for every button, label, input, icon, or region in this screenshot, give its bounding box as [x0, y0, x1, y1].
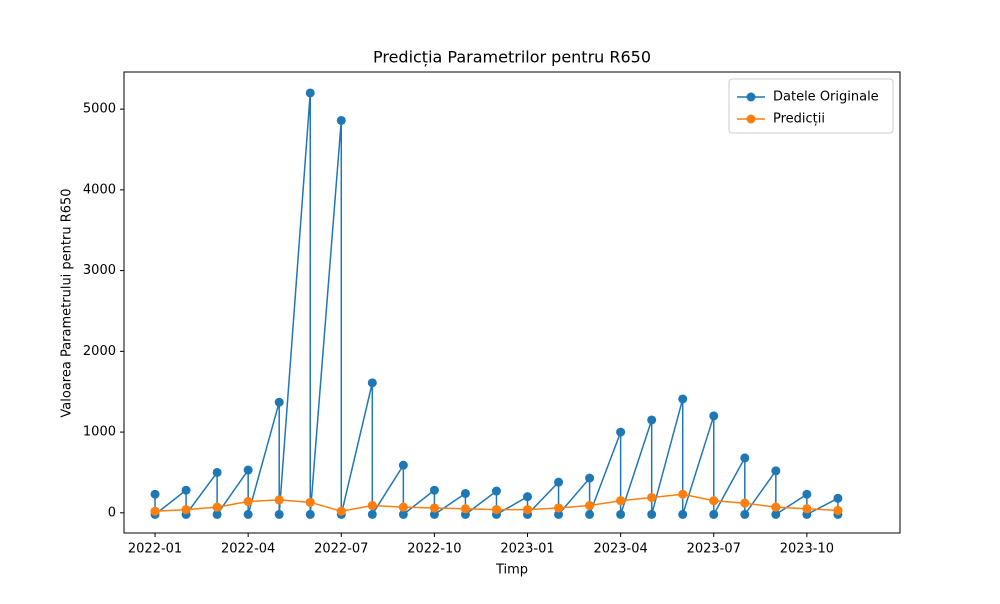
data-point [212, 509, 222, 519]
legend-marker [746, 92, 756, 102]
data-point [367, 378, 377, 388]
data-point [523, 505, 533, 515]
x-tick-label: 2022-10 [407, 542, 461, 557]
data-point [367, 501, 377, 511]
data-point [150, 489, 160, 499]
data-point [616, 427, 626, 437]
x-tick-label: 2023-04 [593, 542, 647, 557]
legend-label: Predicții [773, 112, 825, 127]
data-point [709, 509, 719, 519]
series-line [154, 92, 839, 518]
data-point [709, 496, 719, 506]
x-tick-label: 2022-07 [314, 542, 368, 557]
data-point [554, 509, 564, 519]
data-point [709, 411, 719, 421]
plot-frame [123, 71, 901, 534]
data-point [150, 506, 160, 516]
data-point [616, 496, 626, 506]
data-point [523, 492, 533, 502]
data-point [585, 509, 595, 519]
data-point [740, 453, 750, 463]
data-point [398, 460, 408, 470]
data-point [305, 509, 315, 519]
data-point [678, 489, 688, 499]
x-axis-label: Timp [495, 563, 528, 578]
data-point [274, 397, 284, 407]
data-point [305, 88, 315, 98]
x-tick-label: 2022-01 [128, 542, 182, 557]
data-point [429, 509, 439, 519]
y-tick-label: 4000 [83, 182, 116, 197]
data-point [585, 473, 595, 483]
x-tick-label: 2022-04 [221, 542, 275, 557]
data-point [678, 394, 688, 404]
data-point [647, 509, 657, 519]
y-tick-label: 0 [108, 505, 116, 520]
y-tick-label: 2000 [83, 344, 116, 359]
data-point [740, 509, 750, 519]
data-point [833, 493, 843, 503]
data-point [181, 485, 191, 495]
data-point [274, 495, 284, 505]
data-point [429, 503, 439, 513]
data-point [460, 504, 470, 514]
data-point [398, 502, 408, 512]
data-point [554, 477, 564, 487]
y-axis-label: Valoarea Parametrului pentru R650 [60, 188, 75, 417]
data-point [771, 502, 781, 512]
x-tick-label: 2023-07 [687, 542, 741, 557]
y-tick-label: 1000 [83, 425, 116, 440]
data-point [212, 467, 222, 477]
y-tick-label: 5000 [83, 102, 116, 117]
data-point [367, 509, 377, 519]
data-point [554, 503, 564, 513]
legend-box [728, 78, 894, 134]
data-point [678, 509, 688, 519]
data-point [181, 505, 191, 515]
data-point [771, 509, 781, 519]
data-point [212, 502, 222, 512]
data-point [243, 509, 253, 519]
data-point [585, 501, 595, 511]
data-point [647, 415, 657, 425]
data-point [398, 509, 408, 519]
data-point [616, 509, 626, 519]
data-point [771, 466, 781, 476]
y-tick-label: 3000 [83, 263, 116, 278]
data-point [802, 489, 812, 499]
data-point [833, 505, 843, 515]
data-point [243, 465, 253, 475]
x-tick-label: 2023-01 [500, 542, 554, 557]
data-point [647, 492, 657, 502]
data-point [802, 504, 812, 514]
data-point [491, 505, 501, 515]
data-point [305, 497, 315, 507]
data-point [740, 498, 750, 508]
data-point [274, 509, 284, 519]
data-point [460, 488, 470, 498]
data-point [429, 485, 439, 495]
x-tick-label: 2023-10 [780, 542, 834, 557]
data-point [243, 497, 253, 507]
data-point [336, 115, 346, 125]
legend-marker [746, 114, 756, 124]
chart-title: Predicția Parametrilor pentru R650 [373, 48, 651, 67]
legend-label: Datele Originale [773, 90, 879, 105]
data-point [336, 506, 346, 516]
data-point [491, 486, 501, 496]
